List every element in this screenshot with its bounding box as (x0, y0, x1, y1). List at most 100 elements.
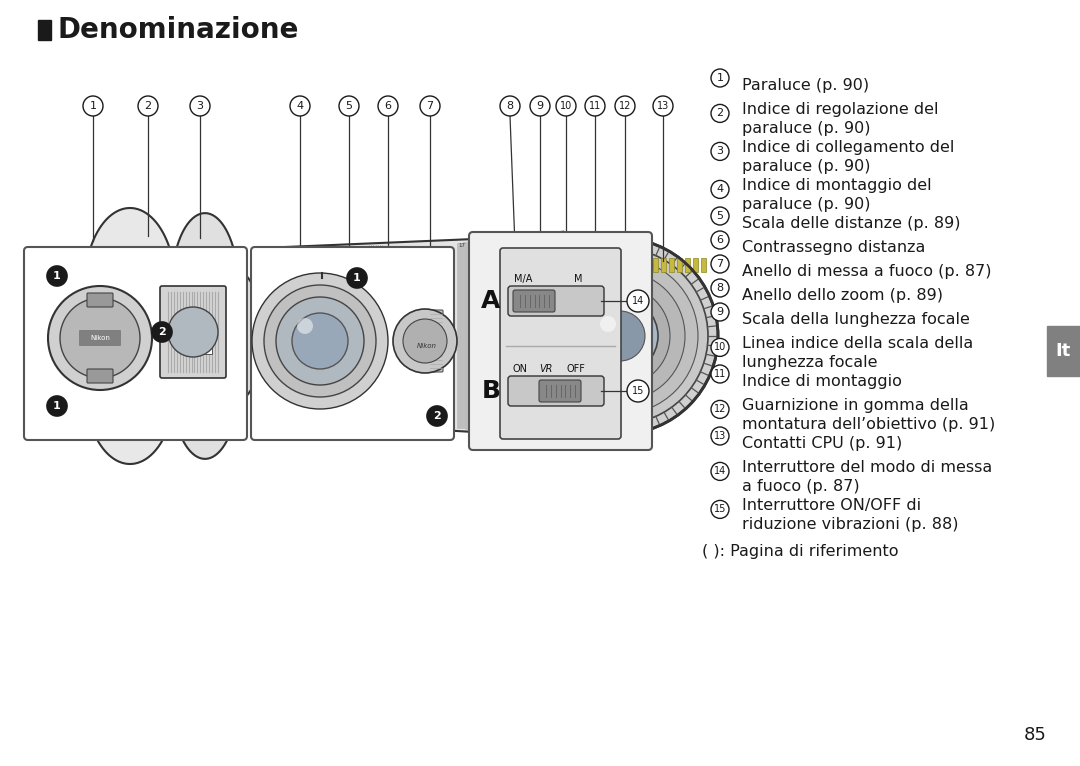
Text: 11: 11 (589, 101, 602, 111)
Text: Anello di messa a fuoco (p. 87): Anello di messa a fuoco (p. 87) (742, 264, 991, 279)
Text: It: It (1055, 342, 1070, 360)
Circle shape (292, 313, 348, 369)
Text: Nikon: Nikon (417, 343, 437, 349)
Text: 28: 28 (573, 237, 581, 243)
Circle shape (711, 500, 729, 519)
Text: 8: 8 (507, 101, 514, 111)
Text: 2: 2 (716, 109, 724, 119)
Circle shape (532, 248, 708, 424)
Circle shape (264, 285, 376, 397)
Text: 13: 13 (714, 431, 726, 441)
Text: 14: 14 (714, 466, 726, 476)
Text: Contatti CPU (p. 91): Contatti CPU (p. 91) (742, 436, 902, 451)
FancyBboxPatch shape (500, 248, 621, 439)
Text: 4: 4 (296, 101, 303, 111)
Polygon shape (146, 213, 264, 459)
FancyBboxPatch shape (508, 376, 604, 406)
Polygon shape (51, 208, 210, 464)
Polygon shape (262, 236, 545, 436)
FancyBboxPatch shape (251, 247, 454, 440)
Text: M/A: M/A (486, 309, 500, 319)
Circle shape (595, 311, 645, 361)
Text: ( ): Pagina di riferimento: ( ): Pagina di riferimento (702, 544, 899, 559)
Text: Contrassegno distanza: Contrassegno distanza (742, 240, 926, 255)
Bar (190, 322, 212, 354)
Circle shape (393, 309, 457, 373)
FancyBboxPatch shape (513, 290, 555, 312)
Circle shape (291, 96, 310, 116)
Bar (693, 258, 698, 272)
Text: 3: 3 (716, 146, 724, 156)
Circle shape (627, 380, 649, 402)
Text: 10: 10 (559, 101, 572, 111)
Text: 10: 10 (714, 342, 726, 352)
Text: VR: VR (539, 364, 553, 374)
Text: 1: 1 (53, 271, 60, 281)
Circle shape (711, 303, 729, 321)
Text: 24: 24 (534, 239, 540, 244)
Polygon shape (519, 276, 540, 398)
FancyBboxPatch shape (87, 293, 113, 307)
Text: 7: 7 (716, 259, 724, 269)
Text: 12: 12 (714, 404, 726, 414)
FancyBboxPatch shape (508, 286, 604, 316)
Circle shape (711, 427, 729, 445)
Text: 1: 1 (353, 273, 361, 283)
Circle shape (276, 297, 364, 385)
Text: OFF: OFF (567, 364, 585, 374)
Text: 1: 1 (716, 73, 724, 83)
FancyBboxPatch shape (539, 380, 581, 402)
FancyBboxPatch shape (79, 330, 121, 346)
Text: 15: 15 (632, 386, 644, 396)
Circle shape (530, 96, 550, 116)
FancyBboxPatch shape (478, 302, 546, 326)
Circle shape (555, 271, 685, 401)
Text: M: M (573, 274, 582, 284)
Polygon shape (170, 261, 240, 411)
Text: B: B (482, 379, 500, 403)
Text: 4: 4 (716, 185, 724, 195)
Text: M: M (530, 309, 537, 319)
Circle shape (60, 298, 140, 378)
Bar (1047, 326, 1080, 376)
Circle shape (711, 231, 729, 249)
Circle shape (48, 286, 152, 390)
Text: 2: 2 (158, 327, 166, 337)
Circle shape (542, 258, 698, 414)
Text: 1: 1 (90, 101, 96, 111)
Circle shape (711, 255, 729, 273)
Text: VR: VR (517, 286, 548, 306)
Text: ON: ON (484, 345, 495, 351)
Text: 15: 15 (714, 504, 726, 515)
Circle shape (711, 401, 729, 418)
Circle shape (711, 207, 729, 225)
Circle shape (427, 406, 447, 426)
Circle shape (339, 96, 359, 116)
Text: 8: 8 (716, 283, 724, 293)
Text: Scala della lunghezza focale: Scala della lunghezza focale (742, 312, 970, 327)
Text: 85: 85 (1024, 726, 1047, 744)
Text: 11: 11 (714, 369, 726, 379)
Circle shape (556, 96, 576, 116)
Circle shape (420, 96, 440, 116)
Bar (38, 20, 51, 40)
Text: Guarnizione in gomma della
montatura dell’obiettivo (p. 91): Guarnizione in gomma della montatura del… (742, 398, 996, 432)
Circle shape (711, 339, 729, 356)
Text: 9: 9 (716, 307, 724, 317)
Circle shape (558, 343, 568, 353)
Circle shape (600, 316, 616, 332)
Text: 2: 2 (145, 101, 151, 111)
Text: VR: VR (500, 345, 510, 351)
Text: 9: 9 (537, 101, 543, 111)
Bar (669, 258, 674, 272)
Text: 5: 5 (716, 211, 724, 221)
Circle shape (711, 142, 729, 160)
Text: Indice di regolazione del
paraluce (p. 90): Indice di regolazione del paraluce (p. 9… (742, 102, 939, 136)
Circle shape (711, 365, 729, 383)
FancyBboxPatch shape (478, 336, 546, 360)
Circle shape (653, 96, 673, 116)
Text: Denominazione: Denominazione (57, 16, 298, 44)
Text: 3: 3 (197, 101, 203, 111)
Text: ∞  0.28: ∞ 0.28 (417, 281, 443, 287)
Circle shape (711, 104, 729, 123)
